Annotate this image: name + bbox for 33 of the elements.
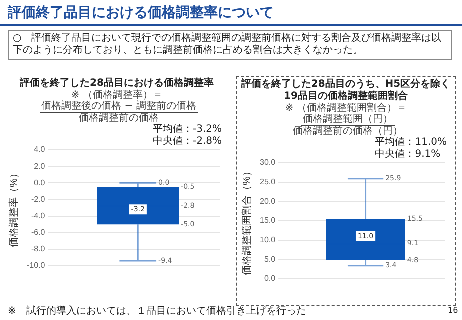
chart-title: 評価を終了した28品目のうち、H5区分を除く19品目の価格調整範囲割合 — [240, 79, 452, 102]
y-tick-label: 0.0 — [34, 178, 46, 188]
y-tick-label: 15.0 — [260, 216, 276, 226]
text: 16 — [448, 306, 458, 315]
text: 評価終了品目における価格調整率について — [8, 4, 274, 22]
y-tick-label: -6.0 — [31, 228, 46, 238]
text: 価格調整後の価格 − 調整前の価格 — [40, 101, 198, 113]
text: 価格調整前の価格（円） — [293, 126, 403, 137]
y-axis-title: 価格調整範囲割合（%） — [240, 166, 253, 276]
text: 価格調整前の価格 — [79, 113, 159, 124]
y-tick-label: 0.0 — [264, 274, 276, 284]
text: 中央値：9.1% — [375, 149, 442, 161]
y-tick-label: -8.0 — [31, 244, 46, 254]
text: 価格調整範囲（円） — [301, 114, 395, 126]
text: ○ 評価終了品目において現行での価格調整範囲の調整前価格に対する割合及び価格調整率は以下のように分布しており、ともに調整前価格に占める割合は大きくなかった。 — [8, 30, 452, 60]
y-tick-label: 2.0 — [34, 162, 46, 171]
text: ※ 試行的導入においては、１品目において価格引き上げを行った — [8, 304, 306, 318]
text: ※ （価格調整率）＝ — [71, 90, 163, 101]
y-tick-label: -2.0 — [31, 194, 46, 204]
text: 平均値：-3.2% — [152, 124, 222, 136]
text: ※ （価格調整範囲割合）＝ — [285, 103, 407, 114]
chart-title: 評価を終了した28品目における価格調整率 — [18, 78, 215, 90]
y-tick-label: 5.0 — [264, 254, 276, 264]
y-tick-label: 20.0 — [260, 196, 276, 206]
y-tick-label: 25.0 — [260, 178, 276, 187]
y-tick-label: -4.0 — [31, 211, 46, 220]
y-axis-title: 価格調整率（%） — [8, 168, 20, 248]
y-tick-label: 30.0 — [260, 158, 276, 168]
y-tick-label: 10.0 — [260, 236, 276, 245]
y-tick-label: 4.0 — [34, 145, 46, 154]
y-tick-label: -10.0 — [27, 261, 46, 270]
text: 中央値：-2.8% — [152, 136, 222, 148]
text: 平均値：11.0% — [375, 137, 447, 148]
